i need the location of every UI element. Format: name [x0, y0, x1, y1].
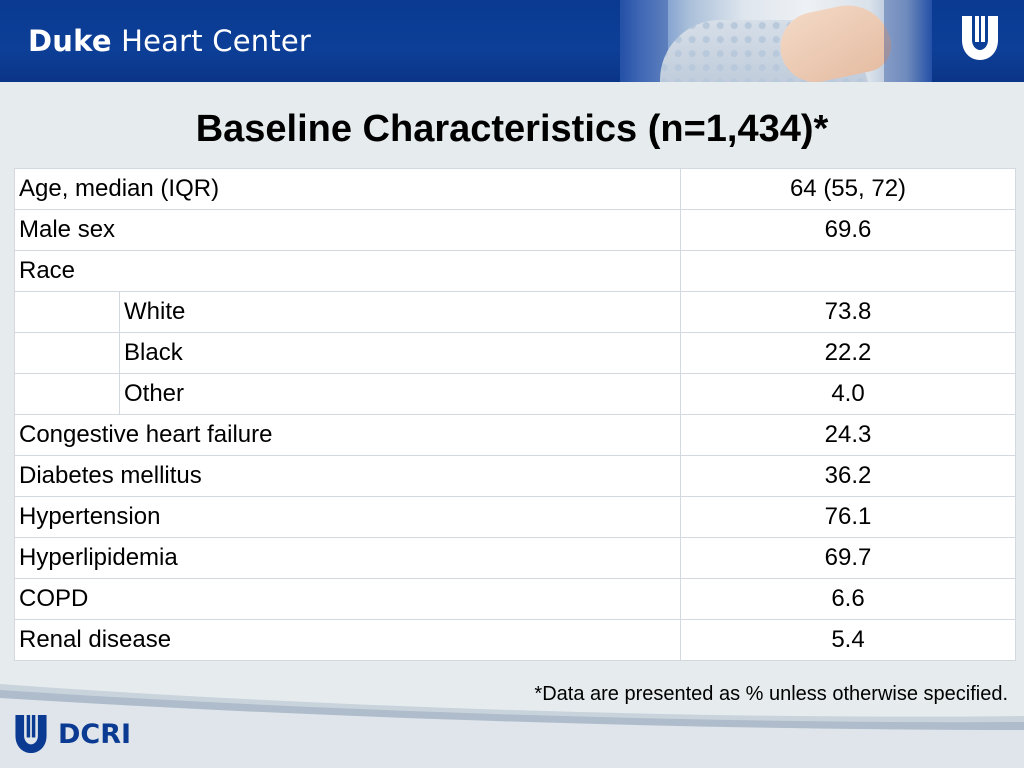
row-value: 73.8	[680, 291, 1016, 333]
table-row: Age, median (IQR) 64 (55, 72)	[14, 168, 1016, 210]
table-row: Hypertension 76.1	[14, 496, 1016, 538]
brand-bold: Duke	[28, 24, 112, 58]
row-value: 24.3	[680, 414, 1016, 456]
dcri-text: DCRI	[58, 718, 132, 750]
table-row: Renal disease 5.4	[14, 619, 1016, 661]
row-sublabel: White	[119, 291, 681, 333]
row-sublabel: Other	[119, 373, 681, 415]
table-row: Race	[14, 250, 1016, 292]
row-value: 69.7	[680, 537, 1016, 579]
row-label: Hypertension	[14, 496, 681, 538]
row-label: Diabetes mellitus	[14, 455, 681, 497]
row-value: 64 (55, 72)	[680, 168, 1016, 210]
photo-strip-right	[884, 0, 932, 82]
row-value: 22.2	[680, 332, 1016, 374]
row-label: Male sex	[14, 209, 681, 251]
row-label: COPD	[14, 578, 681, 620]
indent-cell	[14, 373, 120, 415]
header-photo	[620, 0, 932, 82]
table-row: Congestive heart failure 24.3	[14, 414, 1016, 456]
duke-shield-icon	[962, 16, 998, 60]
row-label: Hyperlipidemia	[14, 537, 681, 579]
row-sublabel: Black	[119, 332, 681, 374]
row-value: 5.4	[680, 619, 1016, 661]
row-value: 76.1	[680, 496, 1016, 538]
row-label: Congestive heart failure	[14, 414, 681, 456]
page-title: Baseline Characteristics (n=1,434)*	[195, 108, 829, 150]
dcri-logo: DCRI	[12, 712, 131, 756]
row-label: Age, median (IQR)	[14, 168, 681, 210]
footer-swoosh	[0, 684, 1024, 768]
table-row: Diabetes mellitus 36.2	[14, 455, 1016, 497]
table-row: Male sex 69.6	[14, 209, 1016, 251]
table-row: Other 4.0	[14, 373, 1016, 415]
row-value: 6.6	[680, 578, 1016, 620]
brand-rest: Heart Center	[111, 24, 312, 58]
row-value	[680, 250, 1016, 292]
table-row: White 73.8	[14, 291, 1016, 333]
row-label: Race	[14, 250, 681, 292]
table-row: Hyperlipidemia 69.7	[14, 537, 1016, 579]
table-row: Black 22.2	[14, 332, 1016, 374]
row-value: 36.2	[680, 455, 1016, 497]
row-value: 69.6	[680, 209, 1016, 251]
brand-title: Duke Heart Center	[28, 24, 311, 58]
duke-shield-icon	[15, 715, 47, 753]
indent-cell	[14, 332, 120, 374]
indent-cell	[14, 291, 120, 333]
table-row: COPD 6.6	[14, 578, 1016, 620]
header-banner: Duke Heart Center	[0, 0, 1024, 82]
baseline-table: Age, median (IQR) 64 (55, 72) Male sex 6…	[14, 168, 1016, 661]
photo-hand	[773, 0, 897, 82]
row-value: 4.0	[680, 373, 1016, 415]
row-label: Renal disease	[14, 619, 681, 661]
footnote: *Data are presented as % unless otherwis…	[534, 683, 1008, 705]
